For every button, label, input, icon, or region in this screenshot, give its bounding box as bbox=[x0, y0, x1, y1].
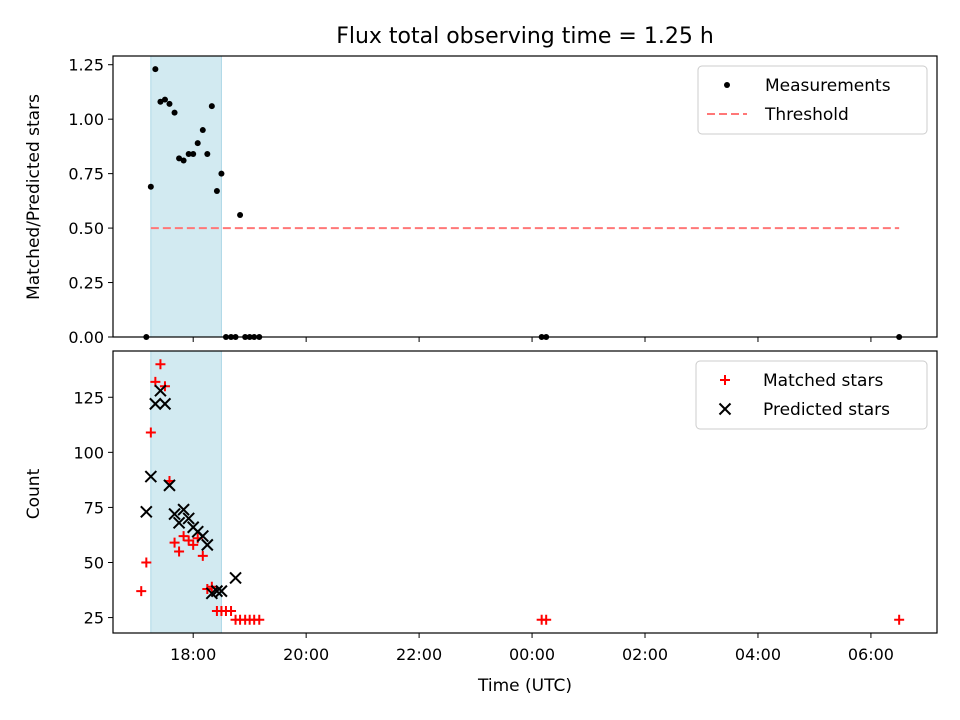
measurement-point bbox=[157, 98, 164, 105]
y-axis-label-top: Matched/Predicted stars bbox=[24, 94, 44, 300]
bottom-panel: 25 50 75 100 125 18:00 20:00 22:00 00:00 02:00 04:… bbox=[73, 350, 938, 664]
matched-star-point bbox=[197, 550, 208, 561]
predicted-star-point bbox=[172, 516, 186, 530]
measurement-point bbox=[161, 96, 168, 103]
measurement-point bbox=[166, 100, 173, 107]
legend-predicted-swatch bbox=[718, 402, 732, 416]
predicted-star-point bbox=[140, 505, 153, 519]
predicted-star-point bbox=[229, 571, 242, 585]
legend-box-top bbox=[697, 65, 928, 135]
y-tick-label-top: 0.25 bbox=[68, 274, 104, 293]
measurement-point bbox=[213, 188, 220, 195]
predicted-star-point bbox=[210, 584, 224, 598]
measurement-point bbox=[237, 212, 244, 219]
y-tick-label-top: 0.50 bbox=[68, 219, 104, 238]
y-tick-label-top: 0.00 bbox=[68, 328, 104, 347]
legend-label: Matched stars bbox=[763, 371, 883, 391]
y-tick-label-top: 1.00 bbox=[68, 110, 104, 129]
x-tick-label: 02:00 bbox=[622, 645, 668, 664]
x-tick-label: 18:00 bbox=[170, 645, 216, 664]
matched-star-point bbox=[188, 539, 199, 550]
y-axis-label-bottom: Count bbox=[24, 468, 44, 519]
measurement-point bbox=[190, 151, 197, 158]
plot-frame-top bbox=[112, 55, 938, 338]
measurement-point bbox=[147, 183, 154, 190]
matched-star-point bbox=[145, 427, 156, 438]
predicted-star-point bbox=[154, 384, 167, 397]
y-tick-label-top: 1.25 bbox=[68, 56, 104, 75]
predicted-star-point bbox=[201, 538, 214, 552]
legend-matched-swatch bbox=[720, 375, 730, 385]
x-tick-label: 00:00 bbox=[509, 645, 555, 664]
legend-label: Threshold bbox=[764, 105, 849, 125]
matched-star-point bbox=[226, 605, 237, 616]
predicted-star-point bbox=[177, 503, 190, 516]
y-tick-label-top: 0.75 bbox=[68, 165, 104, 184]
predicted-star-point bbox=[168, 507, 181, 521]
legend-label: Measurements bbox=[765, 76, 891, 96]
measurement-point bbox=[176, 155, 183, 162]
measurement-point bbox=[185, 151, 192, 158]
plot-frame-bottom bbox=[112, 350, 938, 634]
x-tick-label: 22:00 bbox=[396, 645, 442, 664]
y-tick-label-bottom: 25 bbox=[84, 609, 104, 628]
predicted-star-point bbox=[215, 584, 228, 598]
measurement-point bbox=[218, 170, 225, 177]
matched-star-point bbox=[169, 537, 180, 548]
measurement-point bbox=[171, 109, 178, 116]
matched-star-point bbox=[155, 359, 166, 370]
matched-star-point bbox=[178, 531, 189, 542]
measurement-point bbox=[194, 140, 201, 147]
chart-title: Flux total observing time = 1.25 h bbox=[336, 24, 714, 49]
measurement-point bbox=[199, 127, 206, 134]
matched-star-point bbox=[136, 586, 147, 597]
legend-box-bottom bbox=[695, 360, 928, 430]
y-tick-label-bottom: 125 bbox=[73, 388, 104, 407]
x-tick-label: 04:00 bbox=[735, 645, 781, 664]
matched-star-point bbox=[254, 614, 265, 625]
legend-measurement-swatch bbox=[724, 82, 730, 88]
measurement-point bbox=[152, 66, 159, 73]
legend-label: Predicted stars bbox=[763, 400, 890, 420]
y-tick-label-bottom: 50 bbox=[84, 554, 104, 573]
predicted-star-point bbox=[158, 397, 172, 411]
predicted-star-point bbox=[144, 470, 158, 483]
observing-span-top bbox=[150, 55, 222, 338]
y-tick-label-bottom: 75 bbox=[84, 498, 104, 517]
measurement-point bbox=[204, 151, 211, 158]
x-tick-label: 20:00 bbox=[283, 645, 329, 664]
matched-star-point bbox=[894, 614, 905, 625]
predicted-star-point bbox=[149, 397, 162, 411]
y-tick-label-bottom: 100 bbox=[73, 443, 104, 462]
predicted-star-point bbox=[163, 479, 176, 492]
matched-star-point bbox=[141, 557, 152, 568]
predicted-star-point bbox=[182, 512, 195, 525]
top-panel: 0.00 0.25 0.50 0.75 1.00 1.25 Measurements Thre… bbox=[68, 55, 938, 347]
measurement-point bbox=[180, 157, 187, 164]
x-tick-label: 06:00 bbox=[848, 645, 894, 664]
x-axis-label: Time (UTC) bbox=[477, 676, 572, 696]
matched-star-point bbox=[541, 614, 552, 625]
measurement-point bbox=[208, 103, 215, 110]
predicted-star-point bbox=[196, 529, 210, 543]
matched-star-point bbox=[174, 546, 185, 557]
matched-star-point bbox=[183, 535, 194, 546]
